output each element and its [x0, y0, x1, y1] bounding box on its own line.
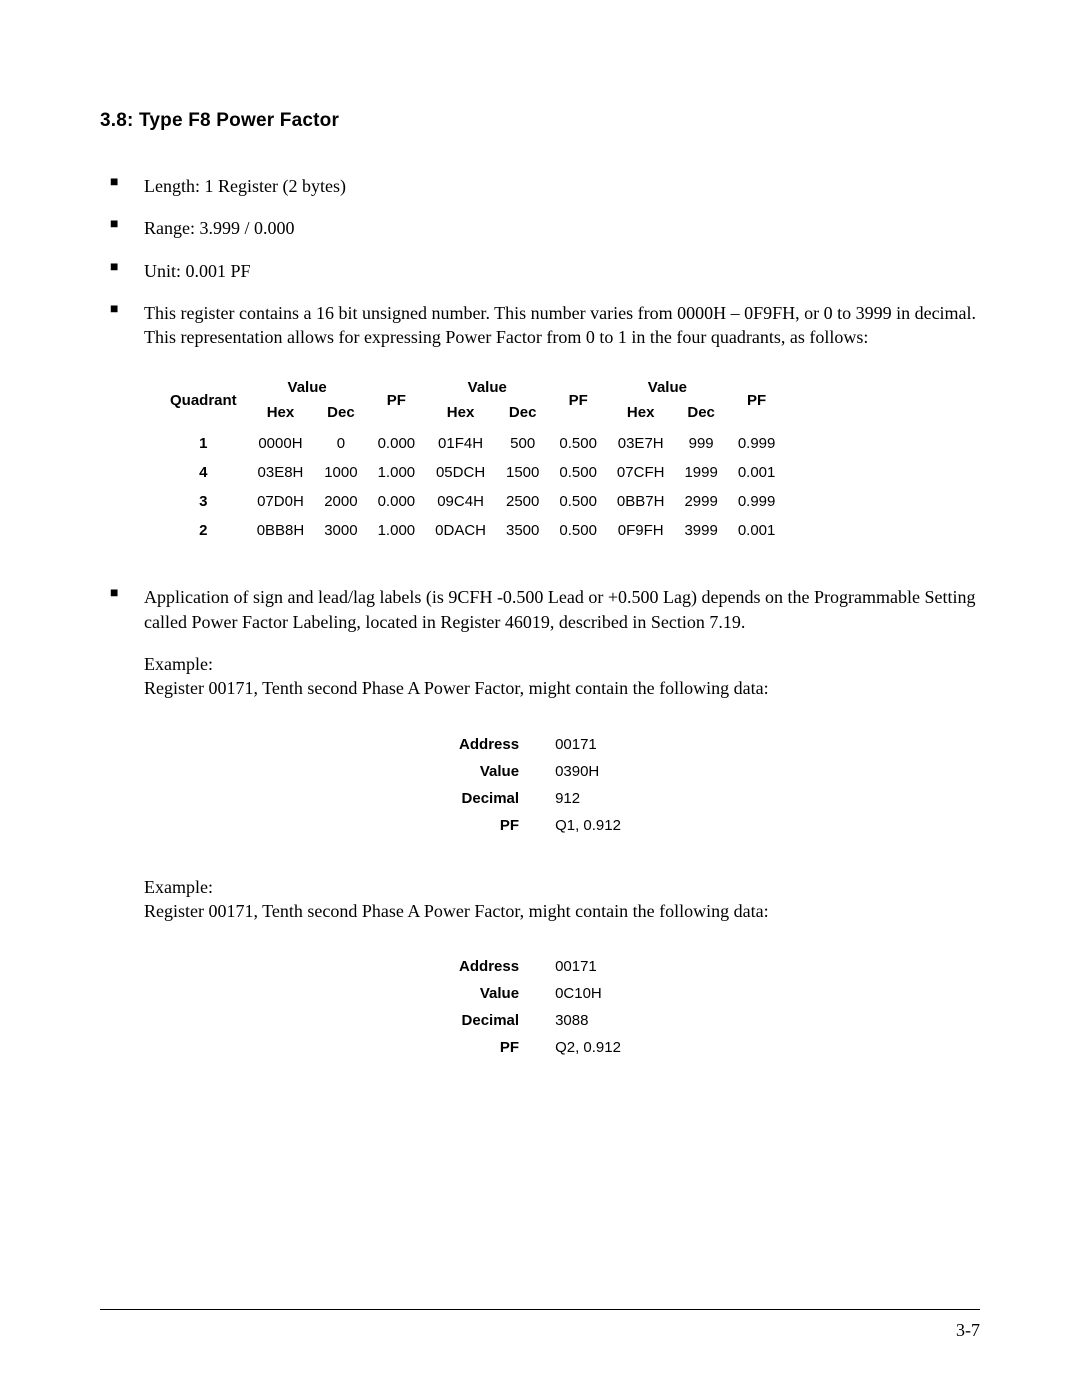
cell-hex: 01F4H [425, 425, 496, 458]
ex-value: 00171 [537, 953, 639, 980]
ex-value: 0390H [537, 758, 639, 785]
th-dec: Dec [314, 400, 367, 425]
cell-pf: 0.500 [549, 425, 607, 458]
th-value: Value [425, 375, 549, 400]
cell-quadrant: 1 [160, 425, 247, 458]
example-label: Example: [144, 877, 213, 897]
ex-label-pf: PF [441, 812, 537, 839]
ex-label-address: Address [441, 953, 537, 980]
page: 3.8: Type F8 Power Factor Length: 1 Regi… [0, 0, 1080, 1397]
cell-dec: 1500 [496, 458, 549, 487]
th-value: Value [607, 375, 728, 400]
section-heading: 3.8: Type F8 Power Factor [100, 110, 980, 132]
cell-dec: 3500 [496, 516, 549, 545]
ex-label-value: Value [441, 758, 537, 785]
table-row: 4 03E8H 1000 1.000 05DCH 1500 0.500 07CF… [160, 458, 785, 487]
page-number: 3-7 [956, 1320, 980, 1340]
bullet-item: Range: 3.999 / 0.000 [100, 216, 980, 240]
cell-hex: 05DCH [425, 458, 496, 487]
cell-pf: 0.001 [728, 458, 786, 487]
ex-value: 3088 [537, 1007, 639, 1034]
table-row: 1 0000H 0 0.000 01F4H 500 0.500 03E7H 99… [160, 425, 785, 458]
th-pf: PF [728, 375, 786, 425]
cell-hex: 07CFH [607, 458, 675, 487]
cell-hex: 0F9FH [607, 516, 675, 545]
th-quadrant: Quadrant [160, 375, 247, 425]
ex-label-decimal: Decimal [441, 785, 537, 812]
cell-dec: 999 [674, 425, 727, 458]
example-text: Register 00171, Tenth second Phase A Pow… [144, 678, 769, 698]
ex-label-value: Value [441, 980, 537, 1007]
cell-hex: 0DACH [425, 516, 496, 545]
example-table-1: Address00171 Value0390H Decimal912 PFQ1,… [441, 731, 639, 839]
bullet-item: Unit: 0.001 PF [100, 259, 980, 283]
bullet-item: This register contains a 16 bit unsigned… [100, 301, 980, 350]
th-pf: PF [549, 375, 607, 425]
th-pf: PF [368, 375, 426, 425]
quadrant-table-body: 1 0000H 0 0.000 01F4H 500 0.500 03E7H 99… [160, 425, 785, 545]
th-dec: Dec [496, 400, 549, 425]
cell-pf: 0.500 [549, 516, 607, 545]
cell-hex: 09C4H [425, 487, 496, 516]
ex-value: Q1, 0.912 [537, 812, 639, 839]
example-intro: Example: Register 00171, Tenth second Ph… [100, 875, 980, 924]
ex-label-pf: PF [441, 1034, 537, 1061]
cell-hex: 03E7H [607, 425, 675, 458]
cell-pf: 1.000 [368, 516, 426, 545]
cell-hex: 0BB8H [247, 516, 315, 545]
ex-value: Q2, 0.912 [537, 1034, 639, 1061]
cell-dec: 2000 [314, 487, 367, 516]
bullet-item: Length: 1 Register (2 bytes) [100, 174, 980, 198]
cell-dec: 2999 [674, 487, 727, 516]
cell-dec: 1999 [674, 458, 727, 487]
cell-dec: 2500 [496, 487, 549, 516]
ex-label-decimal: Decimal [441, 1007, 537, 1034]
example-intro: Example: Register 00171, Tenth second Ph… [100, 652, 980, 701]
quadrant-table: Quadrant Value PF Value PF Value PF Hex … [160, 375, 785, 545]
ex-value: 00171 [537, 731, 639, 758]
cell-hex: 0000H [247, 425, 315, 458]
page-footer: 3-7 [100, 1309, 980, 1341]
th-dec: Dec [674, 400, 727, 425]
cell-pf: 0.000 [368, 425, 426, 458]
ex-value: 912 [537, 785, 639, 812]
table-row: 2 0BB8H 3000 1.000 0DACH 3500 0.500 0F9F… [160, 516, 785, 545]
cell-pf: 0.999 [728, 487, 786, 516]
cell-pf: 0.001 [728, 516, 786, 545]
cell-hex: 03E8H [247, 458, 315, 487]
bullet-list: Length: 1 Register (2 bytes) Range: 3.99… [100, 174, 980, 349]
example-text: Register 00171, Tenth second Phase A Pow… [144, 901, 769, 921]
cell-pf: 0.500 [549, 458, 607, 487]
cell-dec: 500 [496, 425, 549, 458]
example-table-2: Address00171 Value0C10H Decimal3088 PFQ2… [441, 953, 639, 1061]
cell-dec: 1000 [314, 458, 367, 487]
th-hex: Hex [607, 400, 675, 425]
cell-pf: 0.500 [549, 487, 607, 516]
th-hex: Hex [247, 400, 315, 425]
bullet-item: Application of sign and lead/lag labels … [100, 585, 980, 634]
th-hex: Hex [425, 400, 496, 425]
cell-pf: 1.000 [368, 458, 426, 487]
cell-hex: 07D0H [247, 487, 315, 516]
cell-quadrant: 3 [160, 487, 247, 516]
cell-dec: 3999 [674, 516, 727, 545]
example-label: Example: [144, 654, 213, 674]
cell-hex: 0BB7H [607, 487, 675, 516]
th-value: Value [247, 375, 368, 400]
cell-quadrant: 2 [160, 516, 247, 545]
cell-pf: 0.999 [728, 425, 786, 458]
cell-dec: 3000 [314, 516, 367, 545]
ex-label-address: Address [441, 731, 537, 758]
cell-pf: 0.000 [368, 487, 426, 516]
ex-value: 0C10H [537, 980, 639, 1007]
cell-dec: 0 [314, 425, 367, 458]
cell-quadrant: 4 [160, 458, 247, 487]
table-row: 3 07D0H 2000 0.000 09C4H 2500 0.500 0BB7… [160, 487, 785, 516]
